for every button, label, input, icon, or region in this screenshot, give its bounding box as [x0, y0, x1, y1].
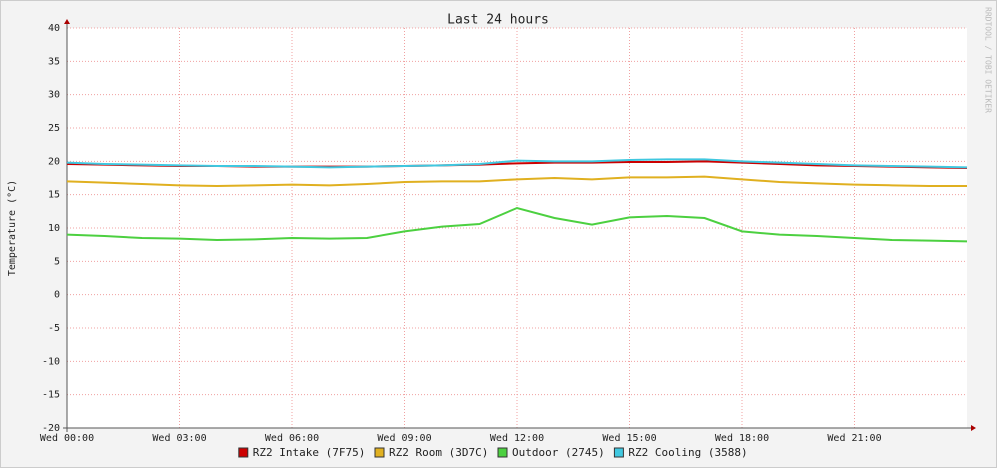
y-tick-label: -20: [42, 423, 60, 434]
y-tick-label: -15: [42, 390, 60, 401]
series-line: [66, 175, 967, 188]
y-tick-label: 10: [48, 223, 60, 234]
y-tick-label: 15: [48, 190, 60, 201]
legend-swatch: [497, 447, 508, 458]
y-axis-label: Temperature (°C): [7, 180, 18, 276]
axis-arrow: [64, 19, 70, 24]
x-tick-label: Wed 06:00: [265, 433, 319, 444]
axis-arrow: [971, 425, 976, 431]
x-tick-label: Wed 09:00: [377, 433, 431, 444]
legend-swatch: [613, 447, 624, 458]
x-tick-label: Wed 12:00: [490, 433, 544, 444]
y-tick-label: -5: [48, 323, 60, 334]
watermark: RRDTOOL / TOBI OETIKER: [984, 7, 993, 113]
series-line: [66, 206, 968, 243]
y-tick-label: 5: [54, 256, 60, 267]
y-tick-label: 40: [48, 23, 60, 34]
x-tick-label: Wed 15:00: [602, 433, 656, 444]
legend-label: Outdoor (2745): [512, 446, 605, 459]
y-tick-label: -10: [42, 356, 60, 367]
y-tick-label: 30: [48, 90, 60, 101]
legend-label: RZ2 Cooling (3588): [628, 446, 747, 459]
y-tick-label: 35: [48, 56, 60, 67]
legend-label: RZ2 Room (3D7C): [389, 446, 488, 459]
y-tick-label: 25: [48, 123, 60, 134]
legend-swatch: [374, 447, 385, 458]
y-tick-label: 0: [54, 290, 60, 301]
chart-title: Last 24 hours: [447, 13, 549, 28]
x-tick-label: Wed 18:00: [715, 433, 769, 444]
x-tick-label: Wed 03:00: [152, 433, 206, 444]
legend-label: RZ2 Intake (7F75): [253, 446, 366, 459]
legend-swatch: [238, 447, 249, 458]
x-tick-label: Wed 00:00: [40, 433, 94, 444]
y-tick-label: 20: [48, 156, 60, 167]
series-line: [66, 158, 968, 169]
x-tick-label: Wed 21:00: [827, 433, 881, 444]
